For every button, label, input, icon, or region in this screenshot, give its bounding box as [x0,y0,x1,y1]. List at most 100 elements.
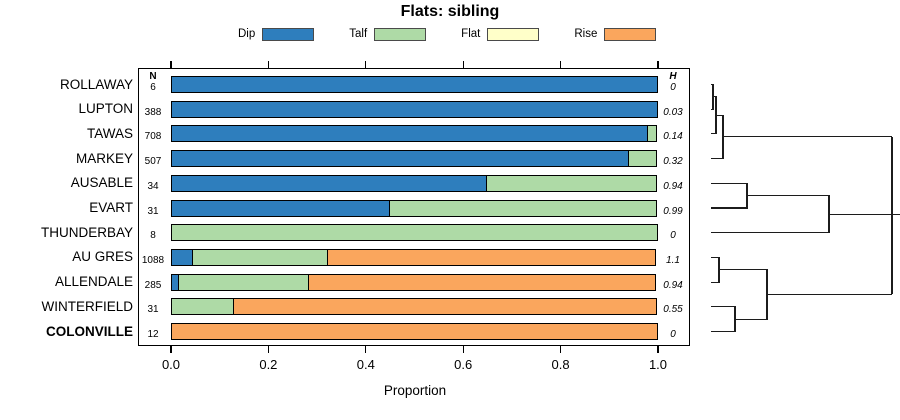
n-value: 285 [144,279,162,291]
bar-markey [171,150,658,168]
bar-segment-dip [171,125,649,143]
n-value: 31 [147,304,159,316]
axis-tick-label: 0.0 [161,357,181,372]
legend-label: Talf [349,28,368,40]
axis-tick-bottom [170,346,172,353]
h-value: 0.55 [663,304,683,316]
bar-segment-talf [171,298,235,316]
n-column-header: N [149,71,157,82]
n-value: 8 [150,230,156,242]
bar-winterfield [171,298,658,316]
legend-item-talf: Talf [349,27,427,41]
row-label-ausable: AUSABLE [70,175,133,191]
dendrogram-line [711,207,748,209]
row-label-tawas: TAWAS [87,125,133,141]
axis-tick-top [560,61,562,68]
bar-segment-dip [171,199,391,217]
bar-thunderbay [171,224,658,242]
axis-tick-label: 0.4 [356,357,375,372]
n-value: 6 [150,82,156,93]
row-label-colonville: COLONVILLE [46,323,133,339]
legend-label: Flat [461,28,481,40]
dendrogram-line [711,306,736,308]
h-column-header: H [669,71,677,82]
n-value: 507 [144,156,162,168]
h-value: 0.94 [663,279,683,291]
bar-colonville [171,323,658,340]
dendrogram-line [716,114,724,116]
dendrogram-line [711,158,724,160]
dendrogram-line [719,269,768,271]
bar-segment-dip [171,76,658,93]
n-value: 708 [144,131,162,143]
bar-segment-talf [177,273,310,291]
legend-item-dip: Dip [238,27,315,41]
legend-swatch-rise [604,27,657,41]
axis-tick-top [267,61,269,68]
legend: Dip Talf Flat Rise [238,26,657,42]
bar-allendale [171,273,658,291]
bar-segment-dip [171,248,193,266]
n-value: 12 [147,329,159,340]
dendrogram-line [711,83,714,86]
dendrogram-line [735,318,768,320]
bar-ausable [171,174,658,192]
axis-tick-label: 0.8 [551,357,570,372]
legend-label: Rise [574,28,598,40]
bar-segment-talf [486,174,657,192]
n-value: 31 [147,205,159,217]
row-label-markey: MARKEY [75,150,133,166]
h-value: 0 [670,329,676,340]
dendrogram-line [747,195,830,197]
axis-tick-bottom [560,346,562,353]
bar-segment-talf [191,248,329,266]
h-value: 1.1 [666,254,680,266]
axis-tick-label: 1.0 [648,357,668,372]
dendrogram-line [766,269,768,320]
bar-segment-dip [171,100,658,118]
legend-item-rise: Rise [574,27,657,41]
dendrogram-line [723,136,892,138]
row-label-thunderbay: THUNDERBAY [40,224,133,240]
h-value: 0.03 [663,106,683,118]
dendrogram-line [828,195,830,233]
row-label-allendale: ALLENDALE [54,274,133,290]
dendrogram-line [712,84,714,110]
dendrogram-line [711,108,714,110]
dendrogram-line [734,306,736,332]
dendrogram-line [711,232,830,234]
dendrogram-line [722,115,724,159]
dendrogram-line [891,136,893,295]
bar-segment-rise [171,323,658,340]
row-label-winterfield: WINTERFIELD [41,298,133,314]
n-value: 1088 [141,254,165,266]
h-value: 0.94 [663,180,683,192]
dendrogram-line [713,96,717,98]
n-value: 34 [147,180,159,192]
bar-segment-talf [627,150,657,168]
h-value: 0.14 [663,131,683,143]
bar-evart [171,199,658,217]
dendrogram-line [711,256,720,258]
bar-lupton [171,100,658,118]
dendrogram-line [746,183,748,208]
dendrogram-line [829,213,900,215]
legend-item-flat: Flat [461,27,540,41]
n-value: 388 [144,106,162,118]
bar-segment-rise [233,298,657,316]
axis-tick-top [365,61,367,68]
axis-tick-bottom [365,346,367,353]
legend-label: Dip [238,28,256,40]
axis-tick-label: 0.6 [454,357,473,372]
bar-segment-dip [171,174,488,192]
dendrogram-line [711,281,720,283]
bar-rollaway [171,76,658,93]
row-label-rollaway: ROLLAWAY [59,76,133,92]
bar-segment-rise [327,248,656,266]
axis-tick-bottom [657,346,659,353]
x-axis-label: Proportion [383,383,447,398]
h-value: 0.99 [663,205,683,217]
bar-tawas [171,125,658,143]
h-value: 0 [670,82,676,93]
